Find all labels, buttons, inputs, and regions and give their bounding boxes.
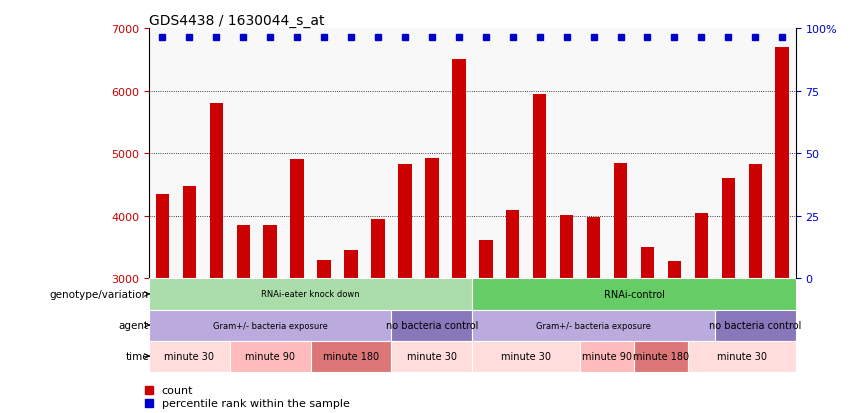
Bar — [715, 310, 796, 341]
Bar — [149, 279, 472, 310]
Bar — [668, 261, 681, 279]
Bar — [472, 279, 796, 310]
Text: GDS4438 / 1630044_s_at: GDS4438 / 1630044_s_at — [149, 14, 324, 28]
Text: minute 30: minute 30 — [717, 351, 767, 361]
Text: agent: agent — [119, 320, 149, 330]
Text: count: count — [162, 385, 193, 395]
Bar — [371, 219, 385, 279]
Text: no bacteria control: no bacteria control — [386, 320, 478, 330]
Bar — [391, 310, 472, 341]
Text: genotype/variation: genotype/variation — [50, 289, 149, 299]
Bar — [183, 187, 196, 279]
Bar — [237, 225, 250, 279]
Bar — [587, 218, 600, 279]
Text: RNAi-control: RNAi-control — [603, 289, 665, 299]
Text: minute 30: minute 30 — [501, 351, 551, 361]
Text: percentile rank within the sample: percentile rank within the sample — [162, 398, 350, 408]
Bar — [290, 160, 304, 279]
Text: minute 180: minute 180 — [323, 351, 379, 361]
Text: minute 30: minute 30 — [407, 351, 457, 361]
Bar — [479, 240, 493, 279]
Bar — [560, 215, 574, 279]
Bar — [264, 225, 277, 279]
Bar — [452, 60, 465, 279]
Bar — [391, 341, 472, 372]
Bar — [641, 247, 654, 279]
Bar — [472, 310, 715, 341]
Bar — [722, 179, 735, 279]
Bar — [634, 341, 688, 372]
Bar — [149, 310, 391, 341]
Text: Gram+/- bacteria exposure: Gram+/- bacteria exposure — [213, 321, 328, 330]
Bar — [230, 341, 311, 372]
Text: minute 30: minute 30 — [164, 351, 214, 361]
Text: time: time — [125, 351, 149, 361]
Bar — [694, 213, 708, 279]
Bar — [749, 165, 762, 279]
Text: minute 90: minute 90 — [582, 351, 632, 361]
Bar — [580, 341, 634, 372]
Text: minute 180: minute 180 — [633, 351, 689, 361]
Bar — [398, 164, 412, 279]
Bar — [506, 210, 519, 279]
Bar — [688, 341, 796, 372]
Bar — [345, 250, 357, 279]
Bar — [426, 158, 438, 279]
Bar — [472, 341, 580, 372]
Bar — [311, 341, 391, 372]
Bar — [149, 341, 230, 372]
Bar — [209, 104, 223, 279]
Bar — [156, 195, 169, 279]
Text: no bacteria control: no bacteria control — [709, 320, 802, 330]
Bar — [317, 260, 331, 279]
Bar — [614, 163, 627, 279]
Text: Gram+/- bacteria exposure: Gram+/- bacteria exposure — [536, 321, 651, 330]
Bar — [533, 95, 546, 279]
Text: minute 90: minute 90 — [245, 351, 295, 361]
Bar — [775, 47, 789, 279]
Text: RNAi-eater knock down: RNAi-eater knock down — [261, 290, 360, 299]
